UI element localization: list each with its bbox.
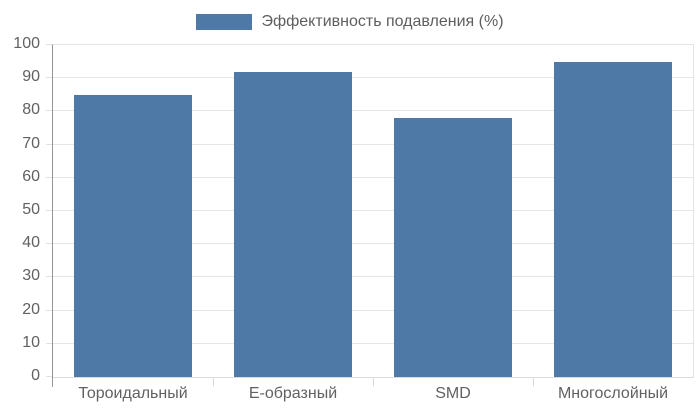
- y-tick-label: 90: [22, 68, 40, 85]
- gridline: [53, 310, 693, 311]
- bar-3[interactable]: [394, 118, 512, 377]
- y-tick-mark: [46, 243, 52, 244]
- y-tick-label: 100: [13, 35, 40, 52]
- gridline: [53, 177, 693, 178]
- bar-2[interactable]: [234, 72, 352, 377]
- x-tick-label: Тороидальный: [78, 385, 188, 402]
- y-tick-label: 40: [22, 234, 40, 251]
- y-tick-label: 10: [22, 334, 40, 351]
- y-tick-label: 0: [31, 367, 40, 384]
- y-tick-mark: [46, 310, 52, 311]
- y-tick-mark: [46, 343, 52, 344]
- gridline: [53, 144, 693, 145]
- x-tick-label: SMD: [435, 385, 471, 402]
- x-tick-mark: [373, 378, 374, 386]
- legend-swatch: [196, 14, 253, 30]
- y-axis: 0 10 20 30 40 50 60 70 80 90 100: [0, 35, 45, 384]
- legend-label: Эффективность подавления (%): [261, 13, 504, 30]
- y-tick-label: 30: [22, 267, 40, 284]
- y-tick-mark: [46, 210, 52, 211]
- chart-legend-item[interactable]: Эффективность подавления (%): [0, 12, 700, 32]
- gridline: [53, 110, 693, 111]
- y-tick-mark: [46, 77, 52, 78]
- x-tick-label: Многослойный: [557, 385, 669, 402]
- y-tick-mark: [46, 44, 52, 45]
- y-tick-label: 80: [22, 101, 40, 118]
- y-tick-label: 20: [22, 301, 40, 318]
- gridline: [53, 276, 693, 277]
- gridline: [53, 210, 693, 211]
- y-tick-mark: [46, 177, 52, 178]
- y-tick-mark: [46, 110, 52, 111]
- bar-4[interactable]: [554, 62, 672, 377]
- x-tick-mark: [213, 378, 214, 386]
- y-tick-mark: [46, 376, 52, 377]
- y-tick-mark: [46, 276, 52, 277]
- x-tick-mark: [533, 378, 534, 386]
- gridline: [53, 343, 693, 344]
- y-tick-mark: [46, 144, 52, 145]
- gridline: [53, 243, 693, 244]
- gridline: [53, 77, 693, 78]
- y-axis-line-extension: [52, 377, 53, 387]
- y-tick-label: 60: [22, 168, 40, 185]
- y-tick-label: 50: [22, 201, 40, 218]
- x-tick-label: Е-образный: [248, 385, 338, 402]
- x-axis: Тороидальный Е-образный SMD Многослойный: [53, 384, 693, 408]
- bar-1[interactable]: [74, 95, 192, 377]
- plot-area: [46, 44, 694, 387]
- y-tick-label: 70: [22, 135, 40, 152]
